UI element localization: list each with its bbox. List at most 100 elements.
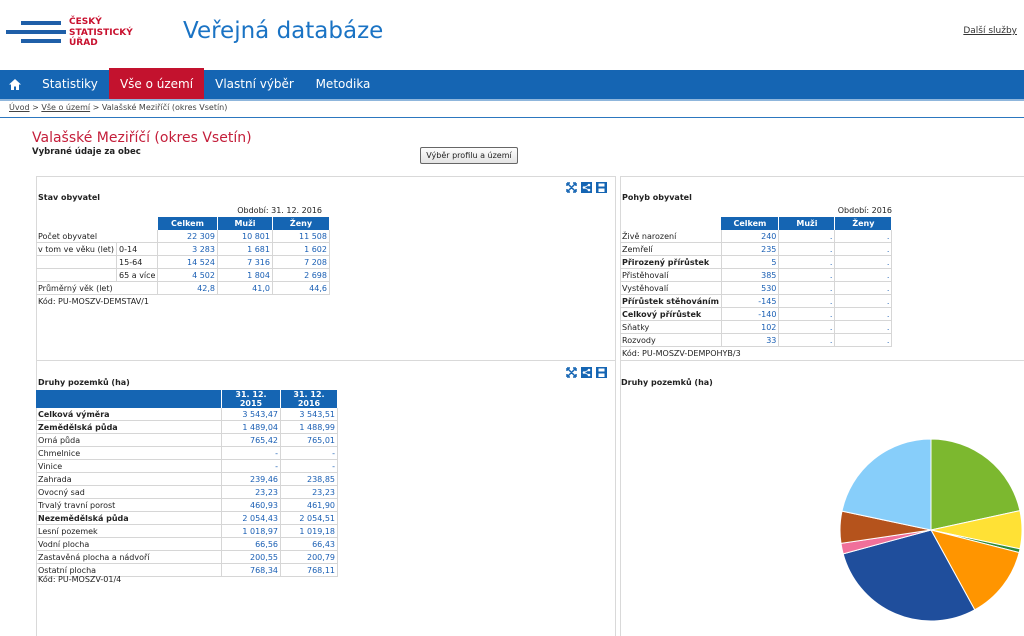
nav-metodika[interactable]: Metodika xyxy=(315,77,371,91)
row-label: Zahrada xyxy=(36,472,222,486)
cell-value: - xyxy=(280,459,338,473)
row-label: Ovocný sad xyxy=(36,485,222,499)
logo-line-3: ÚŘAD xyxy=(69,38,98,48)
cell-value: 768,11 xyxy=(280,563,338,577)
table-row: 65 a více 4 502 1 804 2 698 xyxy=(36,268,330,282)
cell-value: 42,8 xyxy=(157,281,218,295)
breadcrumb-uvod[interactable]: Úvod xyxy=(9,103,30,112)
pie-chart[interactable] xyxy=(838,437,1024,627)
page-title: Valašské Meziříčí (okres Vsetín) xyxy=(32,130,252,146)
pohyb-code: Kód: PU-MOSZV-DEMPOHYB/3 xyxy=(622,349,741,358)
nav-statistiky[interactable]: Statistiky xyxy=(42,77,98,91)
table-row: Ostatní plocha 768,34 768,11 xyxy=(36,563,338,577)
table-row: Orná půda 765,42 765,01 xyxy=(36,433,338,447)
table-row: Přirozený přírůstek 5.. xyxy=(620,255,893,269)
row-label: Sňatky xyxy=(620,320,722,334)
save-icon[interactable] xyxy=(596,178,607,193)
row-label: Přírůstek stěhováním xyxy=(620,294,722,308)
row-label: Chmelnice xyxy=(36,446,222,460)
table-row: Počet obyvatel 22 309 10 801 11 508 xyxy=(36,230,330,243)
cell-value: . xyxy=(834,255,893,269)
cell-value: . xyxy=(834,242,893,256)
table-row: Rozvody 33.. xyxy=(620,333,893,347)
cell-value: 1 681 xyxy=(217,242,273,256)
cell-value: . xyxy=(778,255,836,269)
share-icon[interactable] xyxy=(581,178,592,193)
row-label: Ostatní plocha xyxy=(36,563,222,577)
home-icon[interactable] xyxy=(0,70,30,99)
logo-line-1: ČESKÝ xyxy=(69,17,102,27)
cell-value: 2 698 xyxy=(272,268,330,282)
panel-toolbar xyxy=(562,363,607,378)
panel-border xyxy=(615,176,616,636)
panel-border xyxy=(620,360,1024,361)
row-label: Vinice xyxy=(36,459,222,473)
cell-value: 4 502 xyxy=(157,268,218,282)
breadcrumb-vse-o-uzemi[interactable]: Vše o území xyxy=(41,103,91,112)
breadcrumb-current: Valašské Meziříčí (okres Vsetín) xyxy=(101,103,228,112)
cell-value: -140 xyxy=(721,307,780,321)
cell-value: 66,43 xyxy=(280,537,338,551)
logo-line-2: STATISTICKÝ xyxy=(69,27,133,38)
col-header: Ženy xyxy=(272,217,330,230)
col-header: Muži xyxy=(778,217,836,230)
cell-value: 102 xyxy=(721,320,780,334)
row-sublabel: 15-64 xyxy=(116,255,159,269)
pie-slice-3[interactable] xyxy=(930,529,1020,611)
chart-title: Druhy pozemků (ha) xyxy=(621,378,713,387)
profile-select-button[interactable]: Výběr profilu a území xyxy=(420,147,518,164)
row-label: Vystěhovalí xyxy=(620,281,722,295)
cell-value: . xyxy=(778,268,836,282)
col-header: 31. 12. 2015 xyxy=(221,390,281,408)
row-label: Vodní plocha xyxy=(36,537,222,551)
expand-icon[interactable] xyxy=(566,178,577,193)
table-row: Zahrada 239,46 238,85 xyxy=(36,472,338,486)
cell-value: 7 316 xyxy=(217,255,273,269)
cell-value: 5 xyxy=(721,255,780,269)
row-label: Lesní pozemek xyxy=(36,524,222,538)
cell-value: . xyxy=(834,307,893,321)
cell-value: 200,55 xyxy=(221,550,281,564)
cell-value: 10 801 xyxy=(217,230,273,243)
row-label: Počet obyvatel xyxy=(36,230,159,243)
cell-value: . xyxy=(834,230,893,243)
share-icon[interactable] xyxy=(581,363,592,378)
table-row: Lesní pozemek 1 018,97 1 019,18 xyxy=(36,524,338,538)
row-label: Zemědělská půda xyxy=(36,420,222,434)
save-icon[interactable] xyxy=(596,363,607,378)
cell-value: - xyxy=(221,446,281,460)
cell-value: 1 488,99 xyxy=(280,420,338,434)
cell-value: . xyxy=(778,230,836,243)
cell-value: 66,56 xyxy=(221,537,281,551)
breadcrumb: Úvod > Vše o území > Valašské Meziříčí (… xyxy=(9,103,228,112)
cell-value: 1 019,18 xyxy=(280,524,338,538)
nav-vse-o-uzemi[interactable]: Vše o území xyxy=(109,68,204,99)
csu-logo[interactable]: ČESKÝ STATISTICKÝ ÚŘAD xyxy=(6,17,133,51)
expand-icon[interactable] xyxy=(566,363,577,378)
table-row: Nezemědělská půda 2 054,43 2 054,51 xyxy=(36,511,338,525)
pie-slice-4[interactable] xyxy=(842,529,976,622)
pozemky-code: Kód: PU-MOSZV-01/4 xyxy=(38,575,122,584)
row-label: Orná půda xyxy=(36,433,222,447)
cell-value: -145 xyxy=(721,294,780,308)
dalsi-sluzby-link[interactable]: Další služby xyxy=(963,26,1017,36)
cell-value: 765,01 xyxy=(280,433,338,447)
cell-value: 461,90 xyxy=(280,498,338,512)
row-label: Nezemědělská půda xyxy=(36,511,222,525)
pie-slice-0[interactable] xyxy=(930,438,1021,531)
panel-border xyxy=(620,176,621,636)
nav-vlastni-vyber[interactable]: Vlastní výběr xyxy=(215,77,294,91)
nav-underline xyxy=(0,99,1024,101)
row-label: Zastavěná plocha a nádvoří xyxy=(36,550,222,564)
site-title[interactable]: Veřejná databáze xyxy=(183,18,384,44)
panel-border xyxy=(620,176,1024,177)
table-row: Živě narození 240.. xyxy=(620,230,893,243)
table-row: Přistěhovalí 385.. xyxy=(620,268,893,282)
cell-value: . xyxy=(778,294,836,308)
cell-value: 2 054,43 xyxy=(221,511,281,525)
cell-value: 768,34 xyxy=(221,563,281,577)
cell-value: 235 xyxy=(721,242,780,256)
pie-slice-7[interactable] xyxy=(841,438,932,531)
panel-toolbar xyxy=(562,178,607,193)
row-label: Přirozený přírůstek xyxy=(620,255,722,269)
